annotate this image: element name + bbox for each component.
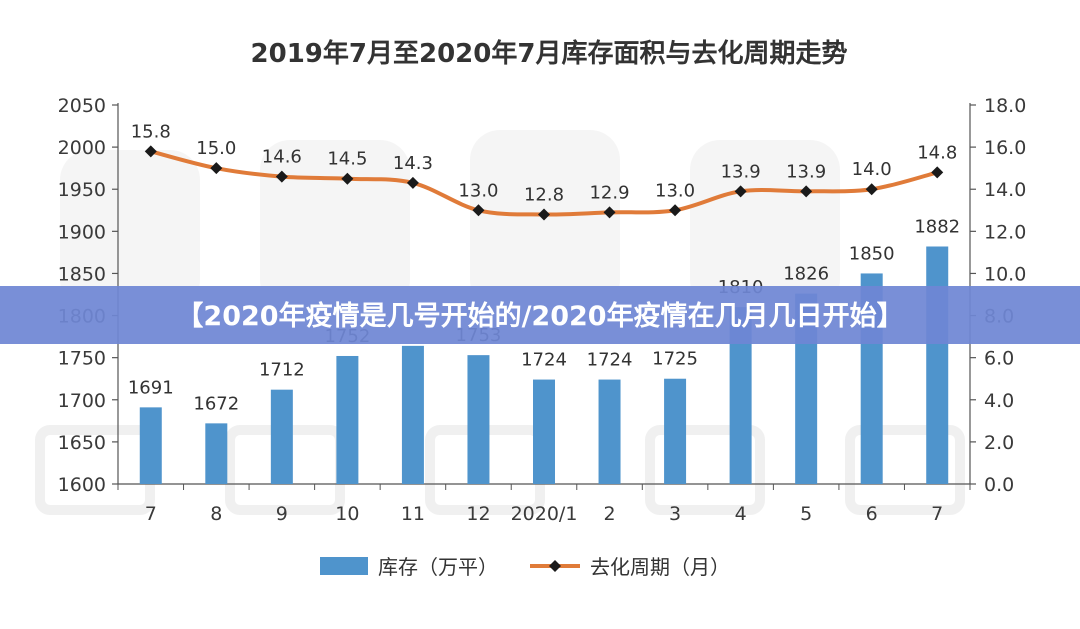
legend-line-marker	[549, 560, 561, 572]
x-tick-label: 9	[276, 503, 288, 525]
legend-bar-label: 库存（万平）	[378, 555, 498, 579]
line-point-marker	[210, 162, 223, 175]
bar	[926, 246, 949, 484]
line-point-marker	[275, 170, 288, 183]
watermark-block-1	[260, 140, 410, 310]
legend-bar-swatch	[320, 557, 368, 575]
line-point-marker	[734, 185, 747, 198]
legend: 库存（万平） 去化周期（月）	[320, 555, 730, 579]
bar	[139, 407, 162, 484]
banner-background	[0, 286, 1080, 344]
bar	[336, 355, 359, 484]
line-point-marker	[669, 204, 682, 217]
x-tick-label: 12	[466, 503, 490, 525]
bar-data-label: 1712	[259, 360, 305, 381]
line-data-label: 13.9	[721, 161, 761, 182]
bar	[467, 355, 490, 484]
y-right-tick-label: 12.0	[984, 221, 1026, 243]
y-left-tick-label: 1950	[58, 179, 106, 201]
x-tick-label: 4	[735, 503, 747, 525]
x-tick-label: 7	[145, 503, 157, 525]
bar	[664, 378, 687, 484]
y-left-tick-label: 1750	[58, 348, 106, 370]
line-point-marker	[538, 208, 550, 221]
line-data-label: 12.9	[589, 182, 629, 203]
bar	[270, 389, 293, 484]
line-data-label: 13.0	[655, 180, 695, 201]
y-right-tick-label: 2.0	[984, 432, 1014, 454]
x-tick-label: 6	[866, 503, 878, 525]
x-tick-label: 8	[210, 503, 222, 525]
y-left-tick-label: 1850	[58, 263, 106, 285]
bar-data-label: 1691	[128, 377, 174, 398]
y-right-tick-label: 16.0	[984, 137, 1026, 159]
x-tick-label: 10	[335, 503, 359, 525]
x-tick-label: 5	[800, 503, 812, 525]
y-left-tick-label: 2000	[58, 137, 106, 159]
watermark-block-0	[60, 150, 200, 310]
y-left-tick-label: 1700	[58, 390, 106, 412]
bar-data-label: 1882	[914, 216, 960, 237]
y-right-tick-label: 14.0	[984, 179, 1026, 201]
line-data-label: 14.0	[852, 159, 892, 180]
bar	[401, 345, 424, 484]
y-right-tick-label: 0.0	[984, 474, 1014, 496]
y-left-tick-label: 1650	[58, 432, 106, 454]
line-data-label: 15.0	[196, 138, 236, 159]
line-point-marker	[800, 185, 813, 198]
line-data-label: 15.8	[131, 121, 171, 142]
banner-text: 【2020年疫情是几号开始的/2020年疫情在几月几日开始】	[176, 300, 903, 332]
line-point-marker	[472, 204, 485, 217]
y-left-tick-label: 1600	[58, 474, 106, 496]
y-left-tick-label: 1900	[58, 221, 106, 243]
y-right-tick-label: 6.0	[984, 348, 1014, 370]
bar-data-label: 1724	[521, 350, 567, 371]
watermark	[35, 130, 965, 515]
line-data-label: 13.0	[458, 180, 498, 201]
line-data-label: 14.8	[917, 142, 957, 163]
bar	[533, 379, 555, 484]
line-point-marker	[144, 145, 157, 158]
chart-title: 2019年7月至2020年7月库存面积与去化周期走势	[251, 38, 848, 69]
bar-data-label: 1826	[783, 264, 829, 285]
line-data-label: 14.3	[393, 153, 433, 174]
bar	[598, 379, 621, 484]
line-data-label: 14.6	[262, 147, 302, 168]
x-tick-label: 2020/1	[511, 503, 578, 525]
legend-line-label: 去化周期（月）	[590, 555, 730, 579]
bar-data-label: 1850	[849, 243, 895, 264]
line-point-marker	[865, 183, 878, 196]
bar	[205, 423, 228, 484]
y-right-tick-label: 10.0	[984, 263, 1026, 285]
y-left-tick-label: 2050	[58, 95, 106, 117]
line-series: 15.8 15.0 14.6 14.5 14.3 13.0 12.8 12.9 13.0 13.9…	[131, 121, 957, 221]
watermark-glyph-4	[845, 425, 965, 515]
x-tick-label: 7	[931, 503, 943, 525]
bar-data-label: 1724	[587, 350, 633, 371]
bar-data-label: 1725	[652, 349, 698, 370]
watermark-block-3	[690, 140, 840, 310]
line-data-label: 14.5	[327, 149, 367, 170]
line-data-label: 13.9	[786, 161, 826, 182]
x-tick-label: 3	[669, 503, 681, 525]
watermark-glyph-3	[645, 425, 765, 515]
line-data-label: 12.8	[524, 184, 564, 205]
x-tick-label: 11	[401, 503, 425, 525]
bar	[729, 307, 752, 484]
line-point-marker	[341, 172, 354, 185]
watermark-block-2	[470, 130, 620, 310]
line-point-marker	[603, 206, 616, 219]
line-point-marker	[406, 176, 419, 189]
banner: 【2020年疫情是几号开始的/2020年疫情在几月几日开始】	[0, 286, 1080, 344]
x-tick-label: 2	[603, 503, 615, 525]
y-right-tick-label: 4.0	[984, 390, 1014, 412]
line-point-marker	[931, 166, 944, 179]
y-right-tick-label: 18.0	[984, 95, 1026, 117]
bar-data-label: 1672	[193, 393, 239, 414]
